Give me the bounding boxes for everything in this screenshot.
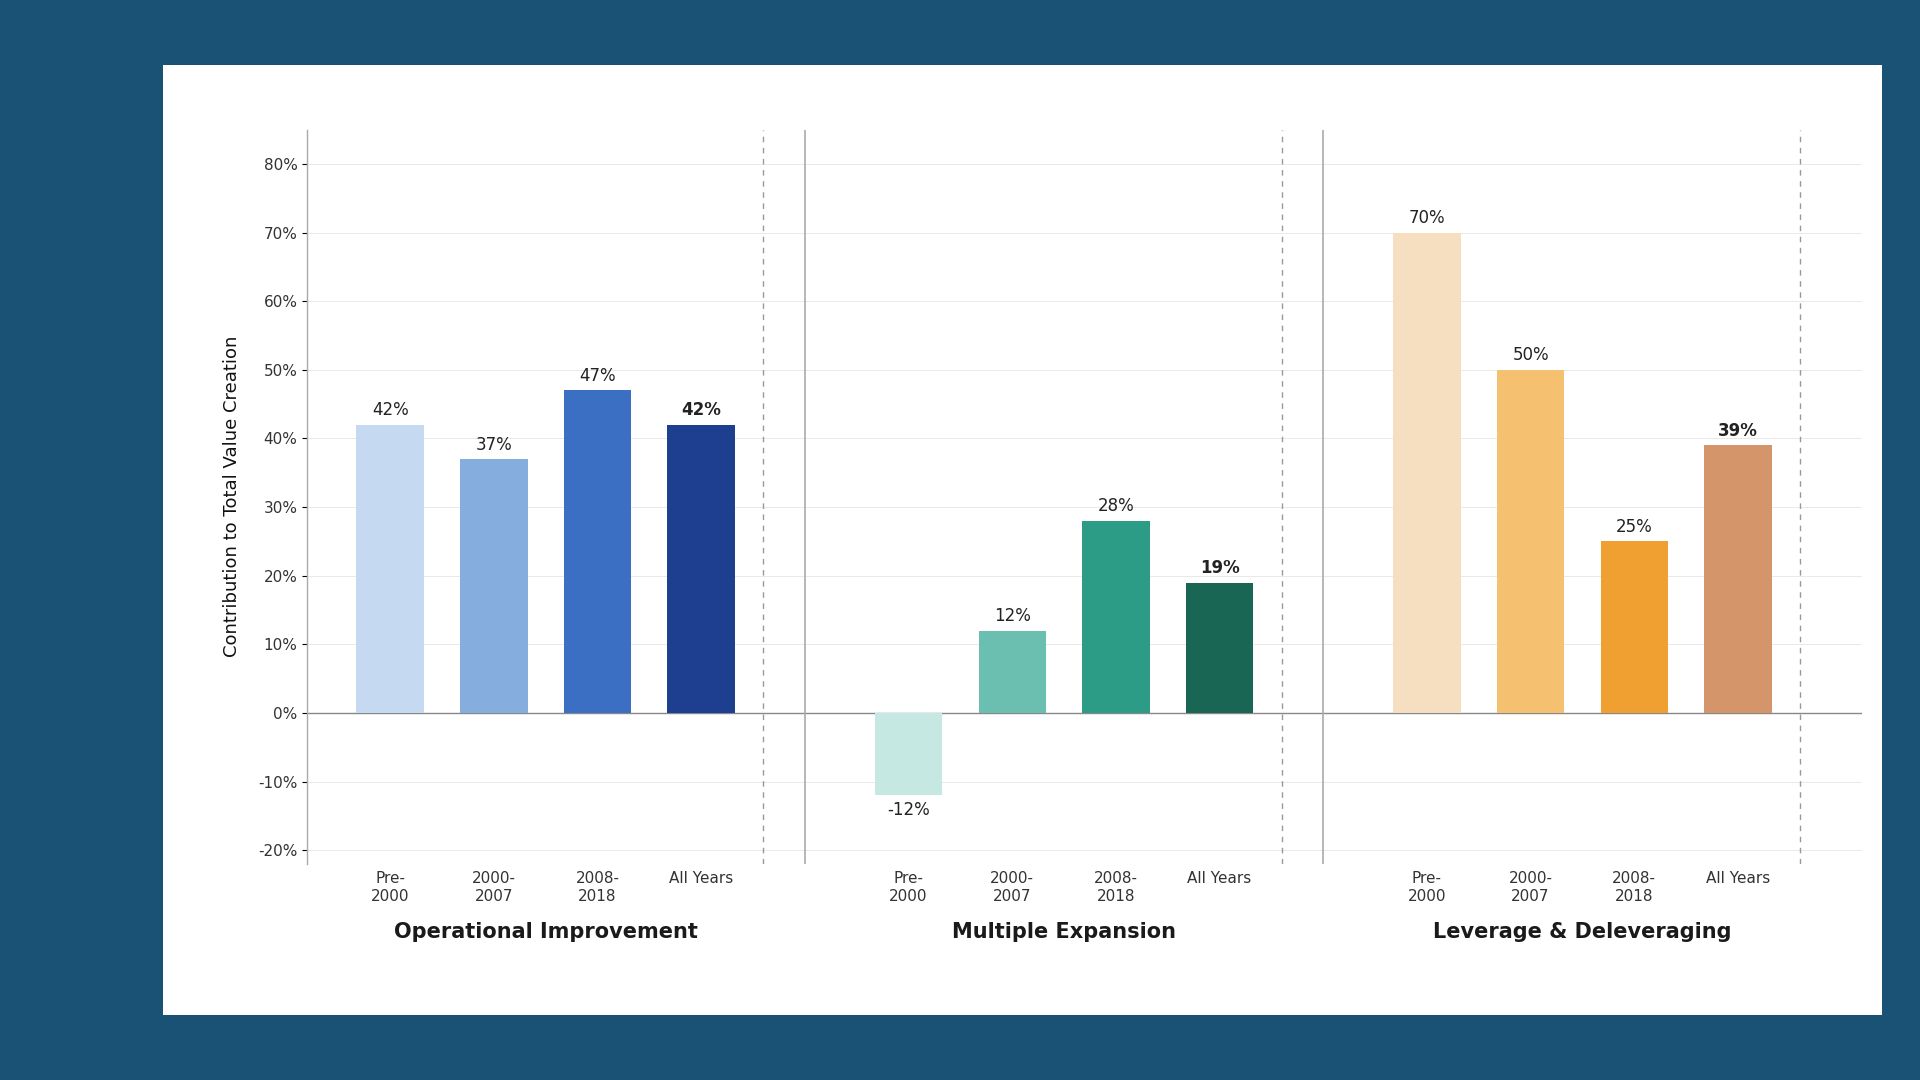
Text: 42%: 42% bbox=[372, 402, 409, 419]
Bar bbox=[876, 713, 943, 795]
Bar bbox=[564, 390, 632, 713]
Bar bbox=[1601, 541, 1668, 713]
Text: Operational Improvement: Operational Improvement bbox=[394, 922, 697, 943]
Text: 42%: 42% bbox=[682, 402, 722, 419]
Text: 47%: 47% bbox=[580, 367, 616, 384]
Text: 12%: 12% bbox=[995, 607, 1031, 625]
Bar bbox=[1498, 369, 1565, 713]
Bar bbox=[979, 631, 1046, 713]
Text: All Years: All Years bbox=[668, 870, 733, 886]
Text: 25%: 25% bbox=[1617, 518, 1653, 536]
Bar bbox=[1083, 521, 1150, 713]
Y-axis label: Contribution to Total Value Creation: Contribution to Total Value Creation bbox=[223, 336, 242, 658]
Text: Multiple Expansion: Multiple Expansion bbox=[952, 922, 1177, 943]
Text: 2008-
2018: 2008- 2018 bbox=[1094, 870, 1139, 904]
Text: 2008-
2018: 2008- 2018 bbox=[1613, 870, 1657, 904]
Text: All Years: All Years bbox=[1187, 870, 1252, 886]
Text: Pre-
2000: Pre- 2000 bbox=[889, 870, 927, 904]
Bar bbox=[1187, 582, 1254, 713]
Text: Leverage & Deleveraging: Leverage & Deleveraging bbox=[1432, 922, 1732, 943]
Text: 19%: 19% bbox=[1200, 559, 1240, 577]
Text: 50%: 50% bbox=[1513, 347, 1549, 364]
Text: 2000-
2007: 2000- 2007 bbox=[1509, 870, 1553, 904]
Text: All Years: All Years bbox=[1705, 870, 1770, 886]
Bar bbox=[461, 459, 528, 713]
Text: 2008-
2018: 2008- 2018 bbox=[576, 870, 620, 904]
Bar bbox=[668, 424, 735, 713]
Text: Pre-
2000: Pre- 2000 bbox=[1407, 870, 1446, 904]
Text: 39%: 39% bbox=[1718, 422, 1759, 440]
Bar bbox=[1705, 445, 1772, 713]
Text: -12%: -12% bbox=[887, 801, 929, 819]
Text: 70%: 70% bbox=[1409, 210, 1446, 227]
Text: 2000-
2007: 2000- 2007 bbox=[472, 870, 516, 904]
Bar bbox=[1394, 232, 1461, 713]
Bar bbox=[357, 424, 424, 713]
Text: Pre-
2000: Pre- 2000 bbox=[371, 870, 409, 904]
Text: 2000-
2007: 2000- 2007 bbox=[991, 870, 1035, 904]
Text: 37%: 37% bbox=[476, 435, 513, 454]
Text: 28%: 28% bbox=[1098, 497, 1135, 515]
